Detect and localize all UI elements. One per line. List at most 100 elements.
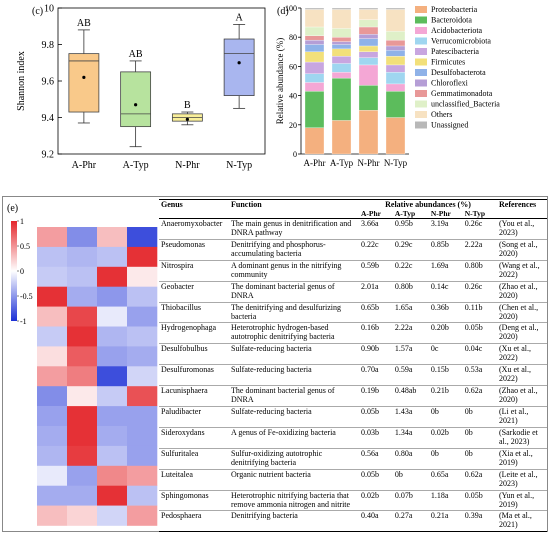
heatmap-column-label: N-Phr [101,531,123,532]
stacked-bar-segment [304,73,325,83]
heatmap-cell [67,266,98,287]
abundance-n-typ-cell: 0.04c [462,343,497,365]
heatmap-cell [37,386,68,407]
y-tick-label: 20 [289,121,297,130]
genus-header: Genus [159,199,229,219]
heatmap-cell [127,465,158,486]
stacked-bar-segment [331,120,352,155]
abundance-n-phr-cell: 1.69a [428,259,463,282]
stacked-bar-segment [331,72,352,79]
genus-cell: Hydrogenophaga [159,322,229,344]
heatmap-cell [37,366,68,387]
legend-swatch [415,111,427,118]
abundance-a-typ-cell: 0.80a [392,447,429,470]
abundance-a-phr-cell: 0.56a [359,447,393,470]
heatmap-cell [97,266,128,287]
reference-cell: (Sarkodie et al., 2023) [497,426,547,449]
colorbar-tick-label: -0.5 [20,292,33,301]
stacked-bar-segment [304,35,325,41]
x-tick-label: A-Typ [330,158,354,168]
genus-cell: Paludibacter [159,406,229,428]
heatmap-cell [67,286,98,307]
heatmap-cell [127,227,158,248]
abundance-n-phr-cell: 0b [428,447,463,470]
y-tick-label: 10 [44,4,54,15]
abundance-a-phr-cell: 0.05b [359,468,393,491]
stacked-bar-segment [385,45,406,51]
heatmap-cell [127,386,158,407]
reference-cell: (Deng et al., 2020) [497,322,547,344]
genus-cell: Anaeromyxobacter [159,218,229,240]
x-tick-label: A-Phr [304,158,326,168]
stacked-bar-segment [358,9,379,20]
abundance-header: Relative abundances (%) [359,199,497,209]
stacked-bar-segment [331,77,352,121]
legend-entry: Desulfobacterota [431,68,486,77]
heatmap-column-label: A-Phr [41,531,63,532]
function-cell: Denitrifying and phosphorus-accumulating… [229,238,359,261]
x-tick-label: A-Phr [72,160,97,171]
legend-entry: Bacteroidota [431,16,472,25]
table-row: Paludibacter Sulfate-reducing bacteria 0.0… [159,406,547,428]
table-row: Sphingomonas Heterotrophic nitrifying bac… [159,489,547,511]
table-row: Pedosphaera Denitrifying bacteria 0.40a 0.2… [159,510,547,533]
heatmap-cell [67,485,98,506]
abundance-a-typ-cell: 0.95b [392,218,429,240]
heatmap-cell [127,286,158,307]
table-row: Hydrogenophaga Heterotrophic hydrogen-bas… [159,322,547,344]
colorbar-tick-label: 1 [20,217,24,226]
y-axis-label: Shannon index [16,51,27,111]
function-cell: Sulfur-oxidizing autotrophic denitrifyin… [229,447,359,470]
legend-swatch [415,58,427,66]
panel-label: (e) [7,203,18,214]
y-tick-label: 9.4 [42,113,55,124]
heatmap-cell [37,306,68,327]
stacked-bar-segment [331,63,352,73]
genus-cell: Pedosphaera [159,510,229,533]
stacked-bar-segment [331,44,352,50]
heatmap-cell [127,246,158,268]
function-cell: Denitrifying bacteria [229,510,359,533]
heatmap-cell [37,246,68,268]
mean-marker [185,117,189,121]
legend-swatch [415,90,427,97]
abundance-a-typ-cell: 0.59a [392,364,429,386]
sub-header-n-phr: N-Phr [430,209,451,218]
genus-cell: Sideroxydans [159,426,229,449]
stacked-bar-segment [304,51,325,63]
stacked-bar-segment [358,85,379,111]
heatmap-cell [97,505,128,526]
reference-cell: (Ma et al., 2021) [497,510,547,533]
stacked-bar-segment [304,61,325,74]
abundance-a-phr-cell: 2.01a [359,280,393,303]
legend-swatch [415,27,427,34]
genus-cell: Desulfobulbus [159,343,229,365]
y-tick-label: 9.8 [42,40,55,51]
reference-cell: (Yun et al., 2019) [497,489,547,511]
abundance-a-phr-cell: 0.70a [359,364,393,386]
heatmap-cell [127,505,158,526]
heatmap-cell [127,266,158,287]
heatmap-cell [67,505,98,526]
abundance-a-typ-cell: 1.43a [392,406,429,428]
abundance-n-phr-cell: 3.19a [428,218,463,240]
table-row: Lacunisphaera The dominant bacterial genu… [159,385,547,407]
y-tick-label: 60 [289,62,297,71]
significance-letter: A [236,12,244,23]
heatmap-cell [97,346,128,367]
stacked-bar-segment [358,7,379,10]
legend-entry: Others [431,110,452,119]
heatmap-cell [127,326,158,347]
stacked-bar-segment [358,19,379,28]
box [68,53,100,113]
x-tick-label: A-Typ [123,160,149,171]
stacked-bar-segment [304,44,325,52]
abundance-a-phr-cell: 0.22c [359,238,393,261]
sub-header-n-typ: N-Typ [464,209,486,218]
reference-cell: (You et al., 2023) [497,218,547,240]
genus-cell: Lacunisphaera [159,385,229,407]
abundance-a-phr-cell: 0.19b [359,385,393,407]
y-tick-label: 80 [289,33,297,42]
abundance-n-phr-cell: 0b [428,406,463,428]
stacked-bar-segment [385,91,406,118]
